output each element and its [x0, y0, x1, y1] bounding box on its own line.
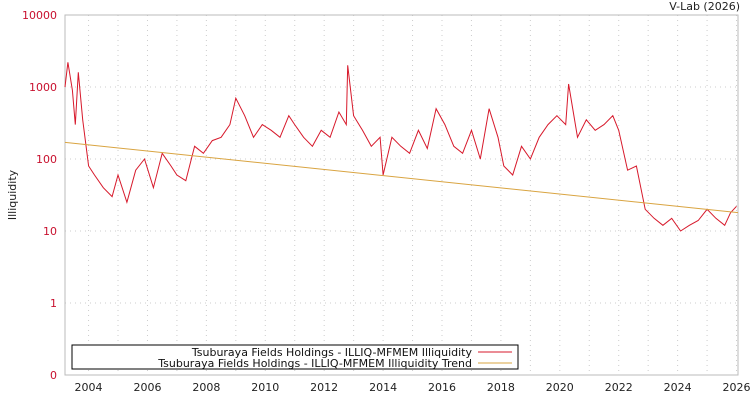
x-tick-label: 2018 [487, 381, 515, 394]
y-tick-label: 10000 [22, 9, 57, 22]
x-tick-label: 2008 [192, 381, 220, 394]
series-line-illiquidity [64, 62, 737, 232]
x-tick-label: 2012 [310, 381, 338, 394]
y-tick-label: 1000 [29, 81, 57, 94]
y-tick-label: 10 [43, 225, 57, 238]
y-tick-label: 1 [50, 297, 57, 310]
x-tick-label: 2016 [428, 381, 456, 394]
x-tick-label: 2014 [369, 381, 397, 394]
plot-frame [64, 14, 739, 376]
watermark: V-Lab (2026) [669, 0, 740, 13]
y-tick-label: 0 [50, 369, 57, 382]
x-tick-label: 2022 [605, 381, 633, 394]
series-line-trend [64, 141, 739, 214]
legend-label-illiquidity: Tsuburaya Fields Holdings - ILLIQ-MFMEM … [191, 346, 473, 359]
legend-box [71, 344, 519, 370]
y-axis-label: Illiquidity [6, 169, 19, 220]
x-tick-label: 2020 [546, 381, 574, 394]
y-tick-label: 100 [36, 153, 57, 166]
series [64, 62, 739, 232]
legend: Tsuburaya Fields Holdings - ILLIQ-MFMEM … [71, 344, 519, 370]
x-tick-label: 2006 [133, 381, 161, 394]
x-tick-label: 2024 [664, 381, 692, 394]
x-axis: 2004 2006 2008 2010 2012 2014 2016 2018 2020 2022… [75, 381, 750, 394]
x-tick-label: 2010 [251, 381, 279, 394]
legend-label-trend: Tsuburaya Fields Holdings - ILLIQ-MFMEM … [157, 357, 472, 370]
x-tick-label: 2026 [723, 381, 750, 394]
grid [65, 15, 738, 375]
x-tick-label: 2004 [75, 381, 103, 394]
